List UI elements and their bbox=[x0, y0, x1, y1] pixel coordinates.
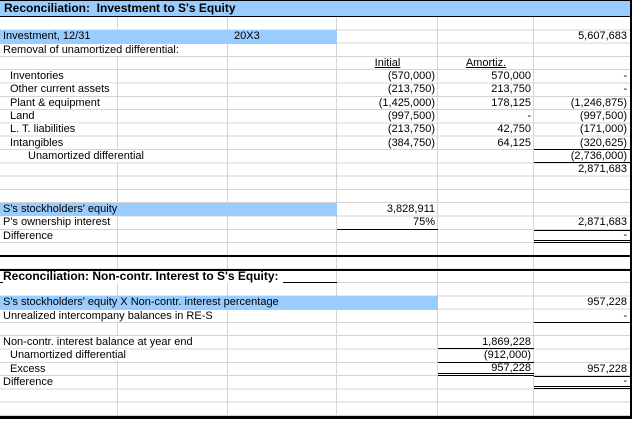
cell-equity-value[interactable]: 3,828,911 bbox=[386, 203, 435, 216]
cell-item-initial[interactable]: (997,500) bbox=[387, 110, 435, 123]
cell-investment-row[interactable]: Investment, 12/31 20X3 bbox=[0, 30, 337, 44]
investment-year: 20X3 bbox=[234, 30, 260, 43]
cell-item-amortiz[interactable]: 213,750 bbox=[491, 83, 531, 96]
investment-label: Investment, 12/31 bbox=[3, 30, 91, 43]
cell-item-label[interactable]: Inventories bbox=[0, 70, 337, 83]
cell-item-net[interactable]: (1,246,875) bbox=[570, 96, 627, 109]
cell-investment-value[interactable]: 5,607,683 bbox=[578, 30, 627, 43]
cell-nci-balance-label[interactable]: Non-contr. interest balance at year end bbox=[0, 336, 337, 349]
cell-ownership-label[interactable]: P's ownership interest bbox=[0, 216, 337, 229]
cell-item-amortiz[interactable]: 570,000 bbox=[491, 70, 531, 83]
cell-s2-difference-label[interactable]: Difference bbox=[0, 376, 337, 389]
cell-unrealized-label[interactable]: Unrealized intercompany balances in RE-S bbox=[0, 309, 438, 323]
column-header-amortiz[interactable]: Amortiz. bbox=[465, 56, 507, 69]
cell-item-label[interactable]: Other current assets bbox=[0, 83, 337, 96]
cell-s2-difference-value[interactable]: - bbox=[534, 375, 630, 390]
gridline-vertical bbox=[533, 17, 534, 416]
cell-excess-value-right[interactable]: 957,228 bbox=[587, 362, 627, 375]
cell-item-amortiz[interactable]: 64,125 bbox=[497, 136, 531, 149]
cell-nci-pct-value[interactable]: 957,228 bbox=[587, 296, 627, 309]
cell-item-net[interactable]: - bbox=[623, 83, 627, 96]
cell-item-net[interactable]: - bbox=[623, 70, 627, 83]
cell-item-initial[interactable]: (213,750) bbox=[387, 123, 435, 136]
cell-item-initial[interactable]: (384,750) bbox=[387, 136, 435, 149]
gridline-vertical bbox=[117, 17, 118, 416]
cell-item-initial[interactable]: (213,750) bbox=[387, 83, 435, 96]
cell-s2-unamortized-value[interactable]: (912,000) bbox=[438, 349, 534, 363]
cell-nci-pct-label[interactable]: S's stockholders' equity X Non-contr. in… bbox=[0, 296, 438, 310]
section-divider-line bbox=[0, 269, 630, 271]
cell-item-net[interactable]: (320,625) bbox=[534, 137, 630, 150]
gridline-vertical bbox=[437, 17, 438, 416]
cell-difference-value[interactable]: - bbox=[534, 229, 630, 244]
cell-ownership-value[interactable]: 2,871,683 bbox=[578, 216, 627, 229]
cell-item-initial[interactable]: (570,000) bbox=[387, 70, 435, 83]
cell-item-amortiz[interactable]: - bbox=[527, 110, 531, 123]
section1-title: Reconciliation: Investment to S's Equity bbox=[0, 0, 630, 17]
gridline-vertical bbox=[336, 17, 337, 416]
cell-s2-unamortized-label[interactable]: Unamortized differential bbox=[0, 349, 337, 362]
cell-ownership-pct[interactable]: 75% bbox=[337, 216, 438, 230]
cell-unamortized-label[interactable]: Unamortized differential bbox=[0, 149, 337, 163]
cell-item-net[interactable]: (171,000) bbox=[579, 123, 627, 136]
cell-item-net[interactable]: (997,500) bbox=[579, 110, 627, 123]
section2-title: Reconciliation: Non-contr. Interest to S… bbox=[0, 268, 337, 283]
cell-nci-balance-value[interactable]: 1,869,228 bbox=[438, 336, 534, 350]
cell-item-initial[interactable]: (1,425,000) bbox=[378, 96, 435, 109]
cell-item-label[interactable]: L. T. liabilities bbox=[0, 123, 337, 136]
cell-item-label[interactable]: Intangibles bbox=[0, 136, 337, 150]
cell-net-total[interactable]: 2,871,683 bbox=[578, 163, 627, 176]
cell-item-amortiz[interactable]: 178,125 bbox=[491, 96, 531, 109]
cell-excess-label[interactable]: Excess bbox=[0, 362, 337, 376]
cell-removal-label[interactable]: Removal of unamortized differential: bbox=[0, 43, 337, 57]
gridline-vertical bbox=[227, 17, 228, 416]
cell-item-label[interactable]: Land bbox=[0, 110, 337, 123]
cell-item-label[interactable]: Plant & equipment bbox=[0, 96, 337, 110]
cell-difference-label[interactable]: Difference bbox=[0, 229, 337, 243]
cell-item-amortiz[interactable]: 42,750 bbox=[497, 123, 531, 136]
section-divider-line bbox=[0, 255, 630, 257]
column-header-initial[interactable]: Initial bbox=[374, 56, 401, 69]
cell-unrealized-value[interactable]: - bbox=[534, 310, 630, 323]
cell-equity-label[interactable]: S's stockholders' equity bbox=[0, 203, 337, 217]
cell-unamortized-total[interactable]: (2,736,000) bbox=[534, 150, 630, 164]
cell-excess-value[interactable]: 957,228 bbox=[438, 362, 534, 377]
